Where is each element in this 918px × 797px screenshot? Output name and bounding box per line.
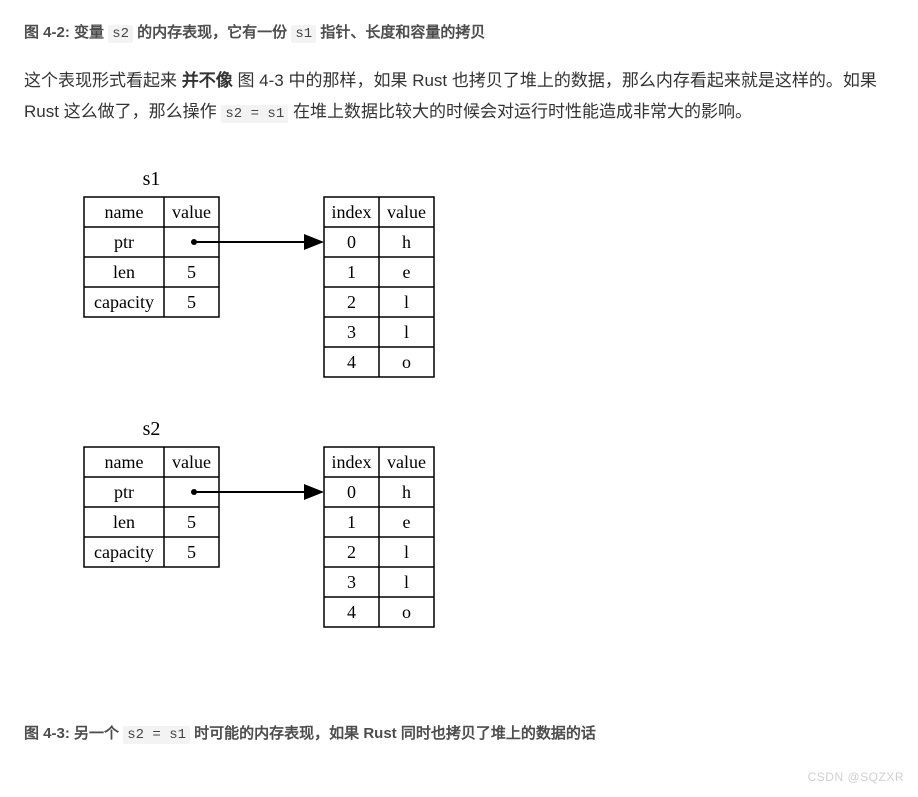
para-p1: 这个表现形式看起来 [24, 71, 182, 90]
body-paragraph: 这个表现形式看起来 并不像 图 4-3 中的那样，如果 Rust 也拷贝了堆上的… [24, 65, 894, 128]
para-p3: 在堆上数据比较大的时候会对运行时性能造成非常大的影响。 [288, 102, 752, 121]
svg-text:5: 5 [187, 512, 196, 532]
svg-text:0: 0 [347, 232, 356, 252]
svg-text:3: 3 [347, 572, 356, 592]
svg-text:l: l [404, 322, 409, 342]
svg-text:4: 4 [347, 602, 356, 622]
svg-text:2: 2 [347, 542, 356, 562]
svg-text:1: 1 [347, 262, 356, 282]
svg-text:value: value [172, 452, 211, 472]
svg-text:h: h [402, 482, 411, 502]
svg-text:4: 4 [347, 352, 356, 372]
caption-top-prefix: 图 4-2: 变量 [24, 24, 108, 41]
caption-bottom-suffix: 时可能的内存表现，如果 Rust 同时也拷贝了堆上的数据的话 [190, 725, 596, 742]
svg-text:0: 0 [347, 482, 356, 502]
svg-text:o: o [402, 602, 411, 622]
caption-bottom-prefix: 图 4-3: 另一个 [24, 725, 123, 742]
svg-text:e: e [403, 512, 411, 532]
para-bold: 并不像 [182, 71, 233, 90]
svg-text:name: name [105, 202, 144, 222]
svg-text:value: value [387, 452, 426, 472]
caption-bottom-code: s2 = s1 [123, 726, 190, 744]
caption-top-code1: s2 [108, 25, 133, 43]
diagram-svg: s1 name value ptr len 5 capacity 5 index value 0 h 1… [64, 152, 504, 672]
svg-text:len: len [113, 262, 135, 282]
svg-text:o: o [402, 352, 411, 372]
caption-top-suffix: 指针、长度和容量的拷贝 [316, 24, 485, 41]
svg-text:l: l [404, 542, 409, 562]
svg-text:1: 1 [347, 512, 356, 532]
svg-text:2: 2 [347, 292, 356, 312]
svg-text:5: 5 [187, 292, 196, 312]
svg-text:len: len [113, 512, 135, 532]
svg-text:index: index [332, 202, 372, 222]
svg-text:ptr: ptr [114, 482, 134, 502]
svg-text:s1: s1 [143, 168, 161, 190]
svg-text:e: e [403, 262, 411, 282]
svg-text:3: 3 [347, 322, 356, 342]
svg-text:capacity: capacity [94, 292, 154, 312]
svg-text:s2: s2 [143, 418, 161, 440]
svg-text:value: value [387, 202, 426, 222]
watermark: CSDN @SQZXR [808, 767, 904, 787]
memory-diagram: s1 name value ptr len 5 capacity 5 index value 0 h 1… [64, 152, 894, 681]
svg-text:name: name [105, 452, 144, 472]
figure-caption-bottom: 图 4-3: 另一个 s2 = s1 时可能的内存表现，如果 Rust 同时也拷… [24, 721, 894, 748]
svg-text:ptr: ptr [114, 232, 134, 252]
svg-text:l: l [404, 292, 409, 312]
figure-caption-top: 图 4-2: 变量 s2 的内存表现，它有一份 s1 指针、长度和容量的拷贝 [24, 20, 894, 47]
caption-top-mid: 的内存表现，它有一份 [133, 24, 291, 41]
caption-top-code2: s1 [291, 25, 316, 43]
svg-text:value: value [172, 202, 211, 222]
para-code: s2 = s1 [221, 105, 288, 123]
svg-text:5: 5 [187, 542, 196, 562]
svg-text:index: index [332, 452, 372, 472]
svg-text:5: 5 [187, 262, 196, 282]
svg-text:l: l [404, 572, 409, 592]
svg-text:capacity: capacity [94, 542, 154, 562]
svg-text:h: h [402, 232, 411, 252]
